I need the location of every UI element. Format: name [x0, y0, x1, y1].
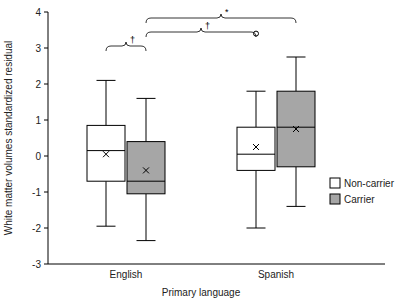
- legend-swatch: [330, 178, 340, 188]
- y-tick: [44, 48, 48, 49]
- y-tick: [44, 12, 48, 13]
- x-tick-label: Spanish: [258, 269, 294, 280]
- x-tick-label: English: [110, 269, 143, 280]
- y-tick: [44, 228, 48, 229]
- y-tick: [44, 84, 48, 85]
- lower-whisker: [296, 167, 297, 207]
- chart: -3 -2 -1 0 1 2 3 4 English Spanish Primary languag…: [0, 0, 400, 301]
- bracket: [146, 14, 296, 23]
- lower-whisker: [106, 181, 107, 226]
- y-tick-label: 2: [35, 79, 41, 90]
- lower-cap: [287, 206, 306, 207]
- box: [237, 127, 275, 170]
- legend-label: Non-carrier: [344, 178, 395, 189]
- y-tick-label: 3: [35, 43, 41, 54]
- annotation: †: [130, 35, 135, 45]
- y-tick-label: -1: [32, 187, 41, 198]
- plot-area: [87, 31, 315, 241]
- upper-whisker: [296, 57, 297, 91]
- y-tick-label: 0: [35, 151, 41, 162]
- median: [127, 181, 165, 182]
- upper-cap: [247, 91, 266, 92]
- box: [87, 125, 125, 181]
- legend-swatch: [330, 194, 340, 204]
- y-tick-label: 1: [35, 115, 41, 126]
- upper-whisker: [146, 98, 147, 141]
- y-tick: [44, 156, 48, 157]
- y-axis-label: White matter volumes standardized residu…: [3, 41, 14, 236]
- y-tick-label: 4: [35, 7, 41, 18]
- upper-cap: [287, 57, 306, 58]
- upper-whisker: [106, 80, 107, 125]
- y-tick: [44, 120, 48, 121]
- y-tick-label: -2: [32, 223, 41, 234]
- lower-whisker: [146, 194, 147, 241]
- x-axis: [48, 264, 385, 265]
- bracket: [106, 42, 146, 51]
- median: [87, 150, 125, 151]
- legend-label: Carrier: [344, 194, 375, 205]
- upper-cap: [137, 98, 156, 99]
- lower-cap: [97, 226, 116, 227]
- y-tick-label: -3: [32, 259, 41, 270]
- lower-cap: [137, 240, 156, 241]
- box: [277, 91, 315, 167]
- lower-cap: [247, 228, 266, 229]
- mean: [103, 151, 109, 157]
- mean: [293, 126, 299, 132]
- upper-cap: [97, 80, 116, 81]
- box: [127, 142, 165, 194]
- median: [237, 154, 275, 155]
- lower-whisker: [256, 170, 257, 228]
- annotation: *: [225, 7, 229, 17]
- mean: [253, 144, 259, 150]
- mean: [143, 167, 149, 173]
- y-tick: [44, 192, 48, 193]
- y-axis: [48, 12, 49, 264]
- y-tick: [44, 264, 48, 265]
- bracket: [146, 28, 256, 37]
- annotation: †: [205, 21, 210, 31]
- upper-whisker: [256, 91, 257, 127]
- x-axis-label: Primary language: [162, 287, 241, 298]
- median: [277, 127, 315, 128]
